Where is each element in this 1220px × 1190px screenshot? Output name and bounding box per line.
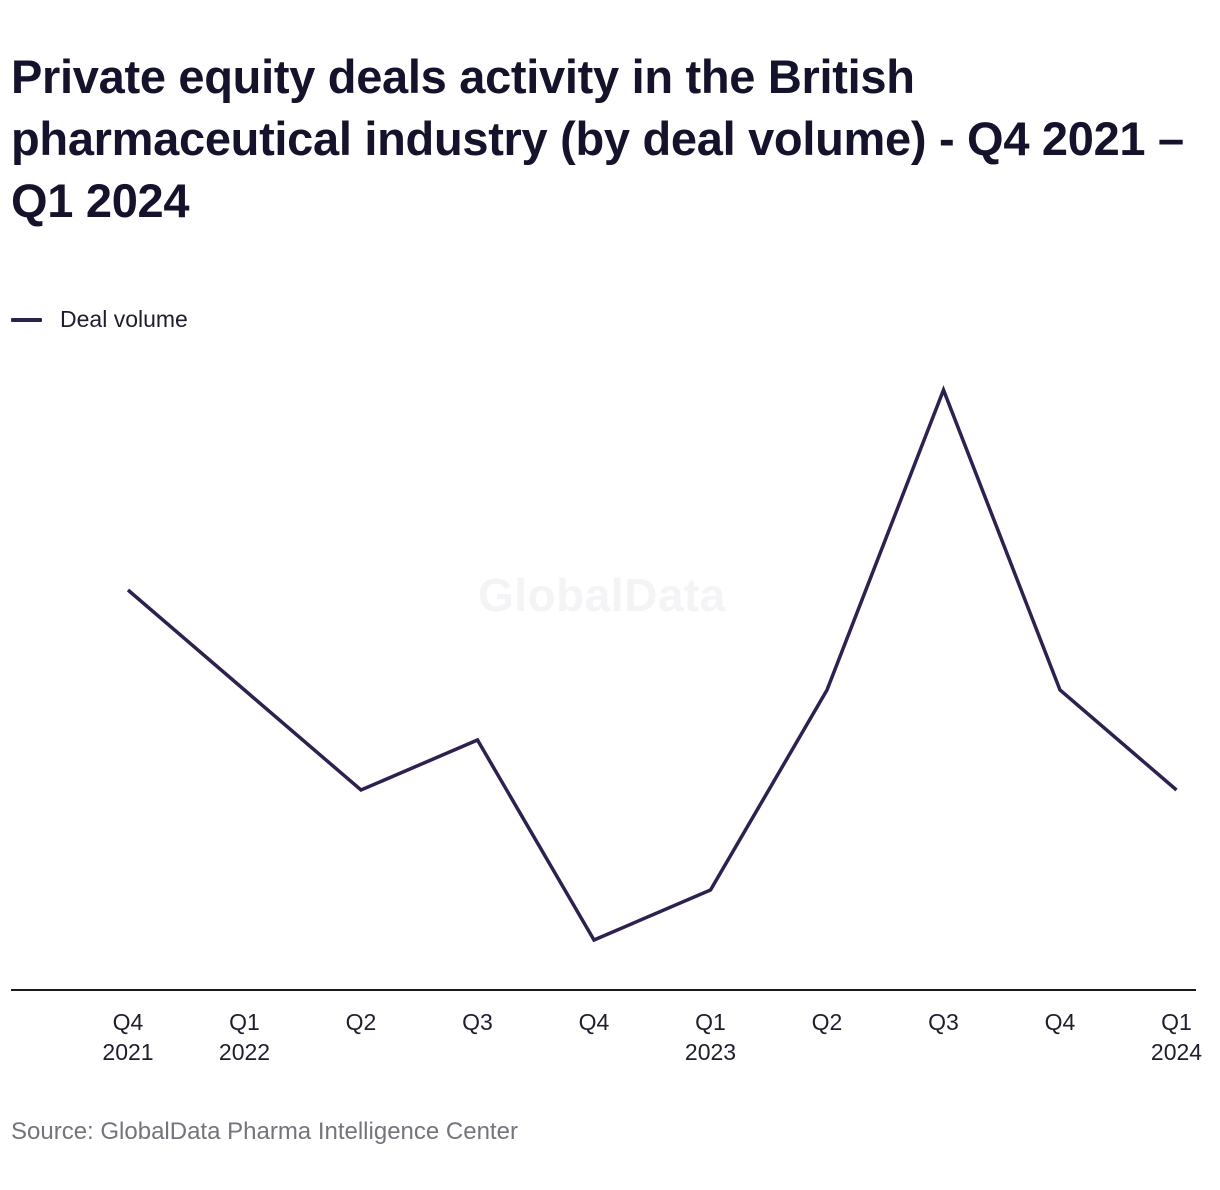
data-point: [239, 684, 251, 696]
series-line-deal-volume: [126, 385, 1178, 943]
data-point: [705, 884, 717, 896]
x-tick-label: Q1 2023: [685, 1009, 736, 1065]
legend-swatch-deal-volume: [11, 317, 42, 322]
data-point: [472, 734, 484, 746]
x-tick-label: Q4 2021: [102, 1009, 153, 1065]
chart-title: Private equity deals activity in the Bri…: [11, 50, 1184, 227]
line-chart: Q4 2021 Q1 2022 Q2 Q3 Q4 Q1 2023 Q2 Q3 Q4 Q1 2024: [11, 384, 1202, 1065]
data-point: [355, 784, 367, 796]
data-point: [1054, 684, 1066, 696]
x-tick-label: Q4: [579, 1009, 610, 1035]
series-layer: [122, 384, 1183, 946]
x-tick-label: Q2: [346, 1009, 377, 1035]
x-tick-label: Q1 2024: [1151, 1009, 1202, 1065]
x-tick-label: Q3: [462, 1009, 493, 1035]
watermark-logo: GlobalData: [478, 569, 726, 621]
data-point: [588, 934, 600, 946]
x-tick-label: Q1 2022: [219, 1009, 270, 1065]
data-point: [122, 584, 134, 596]
data-point: [1171, 784, 1183, 796]
data-point: [938, 384, 950, 396]
legend: Deal volume: [11, 306, 188, 333]
source-note: Source: GlobalData Pharma Intelligence C…: [11, 1118, 518, 1145]
legend-label-deal-volume: Deal volume: [60, 306, 188, 332]
x-tick-label: Q4: [1045, 1009, 1076, 1035]
data-point: [821, 684, 833, 696]
x-tick-labels: Q4 2021 Q1 2022 Q2 Q3 Q4 Q1 2023 Q2 Q3 Q4 Q1 2024: [102, 1009, 1202, 1065]
x-tick-label: Q3: [928, 1009, 959, 1035]
x-tick-label: Q2: [812, 1009, 843, 1035]
